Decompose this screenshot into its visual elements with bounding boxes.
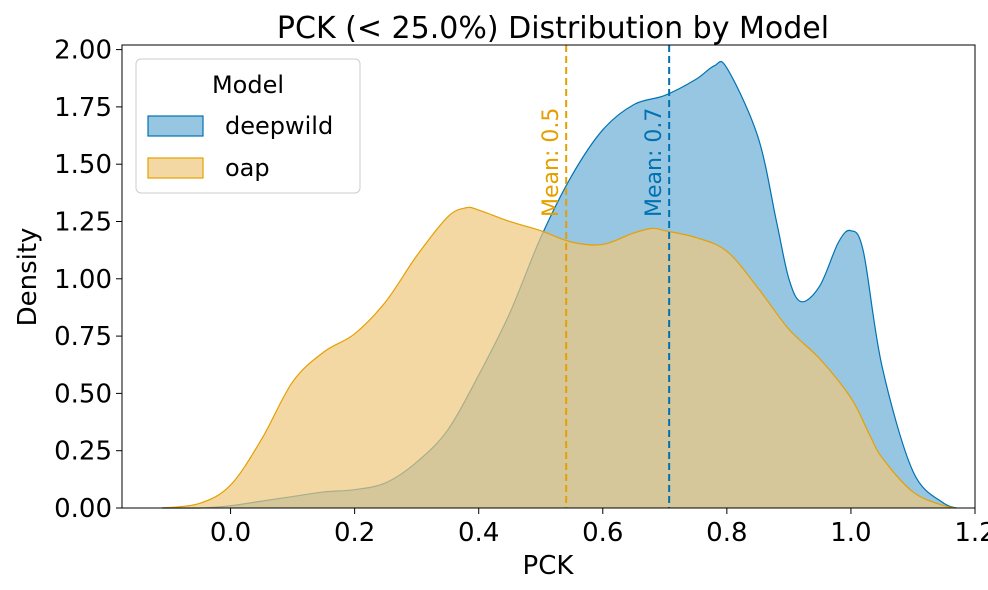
y-axis-label: Density [13,228,43,327]
x-tick-label: 0.8 [706,518,747,548]
legend-title: Model [212,71,284,99]
legend-label-oap: oap [225,154,270,182]
x-tick-label: 0.0 [210,518,251,548]
mean-label-deepwild: Mean: 0.7 [642,108,667,217]
chart-title: PCK (< 25.0%) Distribution by Model [277,11,829,46]
density-areas [162,60,957,509]
y-tick-label: 1.25 [54,207,112,237]
x-axis-label: PCK [523,551,575,581]
legend-swatch-oap [147,157,204,179]
y-tick-label: 2.00 [54,36,112,66]
y-tick-label: 0.50 [54,379,112,409]
x-tick-label: 0.2 [334,518,375,548]
mean-lines: Mean: 0.7 Mean: 0.5 [539,45,671,508]
y-tick-label: 0.00 [54,494,112,524]
y-tick-label: 0.75 [54,322,112,352]
y-tick-label: 1.75 [54,93,112,123]
mean-label-oap: Mean: 0.5 [539,108,564,217]
y-tick-label: 0.25 [54,437,112,467]
density-area-oap [162,207,957,508]
y-tick-label: 1.50 [54,150,112,180]
legend-label-deepwild: deepwild [225,112,333,140]
density-line-oap [162,206,957,509]
legend-swatch-deepwild [147,115,204,137]
y-axis: 0.00 0.25 0.50 0.75 1.00 1.25 1.50 1.75 2.00 [54,36,122,524]
x-axis: 0.0 0.2 0.4 0.6 0.8 1.0 1.2 [210,508,988,548]
plot-frame [121,44,976,509]
x-tick-label: 0.4 [458,518,499,548]
x-tick-label: 1.2 [954,518,988,548]
x-tick-label: 0.6 [582,518,623,548]
y-tick-label: 1.00 [54,265,112,295]
legend: Model deepwild oap [135,58,361,194]
x-tick-label: 1.0 [830,518,871,548]
